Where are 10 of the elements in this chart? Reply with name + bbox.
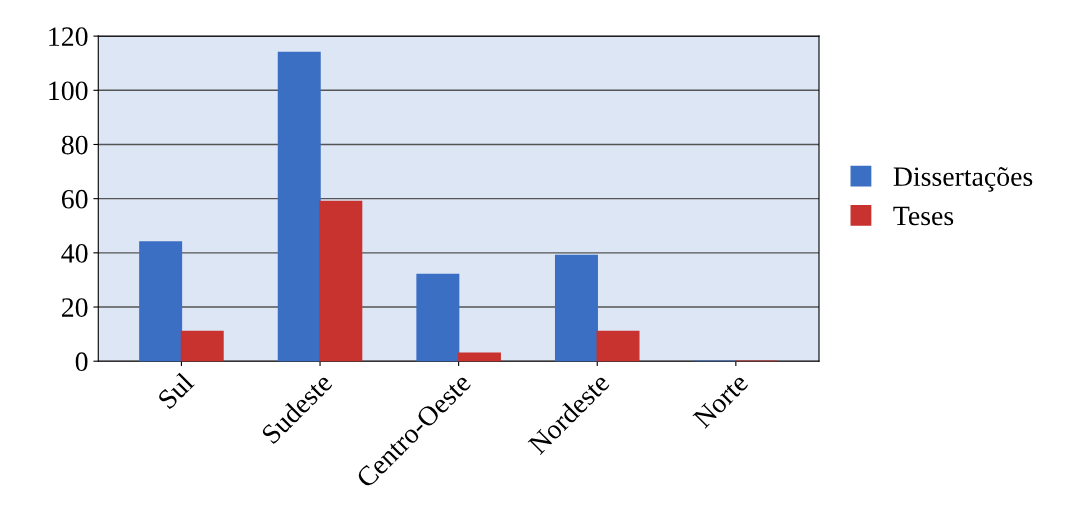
y-tick-label: 20	[62, 298, 88, 317]
y-tick-label: 100	[49, 81, 88, 101]
y-tick-label: 0	[75, 352, 88, 372]
legend-label: Teses	[893, 206, 954, 226]
y-tick-label: 40	[61, 244, 88, 263]
x-tick-label: Sul	[156, 371, 195, 410]
y-tick-label: 80	[61, 135, 88, 155]
legend-label: Dissertações	[893, 167, 1033, 192]
y-tick-label: 120	[49, 27, 88, 47]
y-tick-label: 60	[61, 189, 88, 209]
